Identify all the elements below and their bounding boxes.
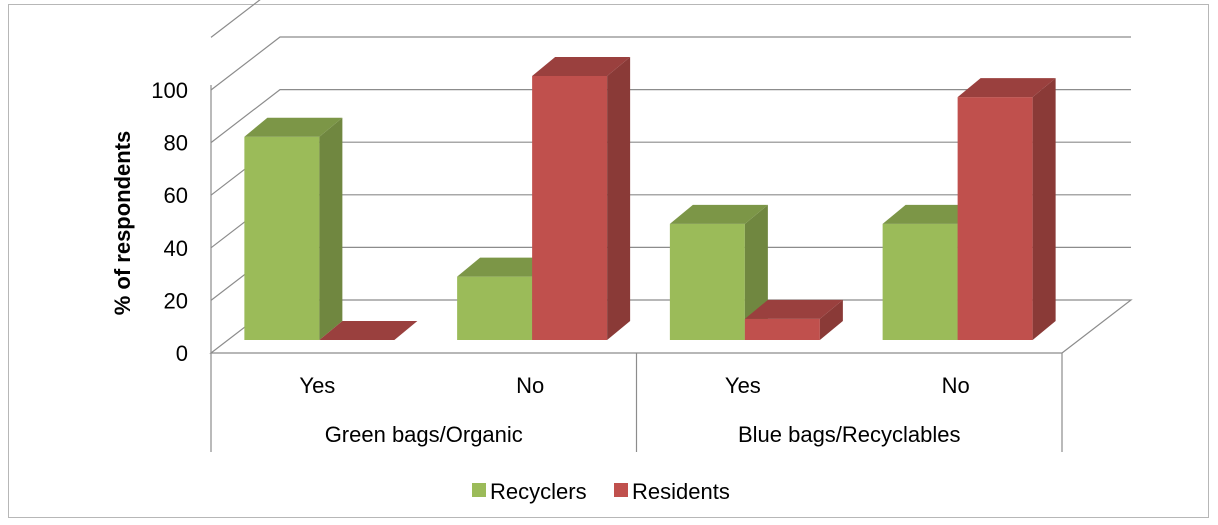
legend-label: Residents [632,479,730,504]
gridline [210,36,1131,91]
bar-front-face [457,276,533,340]
y-tick-label: 40 [164,236,188,261]
bar-residents-0 [319,321,418,340]
bar-side-face [819,299,843,340]
bar-top-face [669,204,768,224]
legend-item-recyclers: Recyclers [472,479,587,504]
y-tick-label: 60 [164,183,188,208]
bars [244,57,1056,341]
bar-recyclers-2 [669,204,768,340]
bar-top-face [457,257,556,277]
legend-item-residents: Residents [614,479,730,504]
bar-residents-3 [957,78,1056,341]
y-axis-label: % of respondents [110,131,135,316]
bar-residents-2 [744,299,843,340]
bar-front-face [957,97,1033,341]
bar-side-face [607,57,631,340]
bar-side-face [1032,78,1056,341]
y-tick-label: 80 [164,131,188,156]
bar-front-face [882,223,958,340]
x-tick-label: No [942,373,970,398]
bar-front-face [744,318,820,340]
y-tick-label: 20 [164,288,188,313]
bar-top-face [957,78,1056,98]
legend-swatch [614,483,628,497]
bar-recyclers-0 [244,117,343,340]
bar-top-face [532,57,631,76]
x-tick-label: Yes [725,373,761,398]
bar-front-face [244,136,320,340]
x-axis: Green bags/Organic Yes No Blue bags/Recycla… [210,353,1063,452]
y-tick-label: 0 [176,341,188,366]
legend: Recyclers Residents [472,479,730,504]
bar-front-face [532,76,608,340]
y-axis-ticks: 0 20 40 60 80 100 [151,78,188,366]
bar-top-face [744,299,843,319]
gridline [210,0,261,38]
bar-top-face [882,204,981,224]
legend-swatch [472,483,486,497]
x-group-label: Green bags/Organic [325,422,523,447]
bar-top-face [244,117,343,137]
x-group-label: Blue bags/Recyclables [738,422,961,447]
x-tick-label: Yes [299,373,335,398]
bar-side-face [319,117,343,340]
gridline [210,88,1131,144]
x-tick-label: No [516,373,544,398]
legend-label: Recyclers [490,479,587,504]
y-tick-label: 100 [151,78,188,103]
bar-residents-1 [532,57,631,340]
bar-top-face [319,321,418,340]
bar-front-face [669,223,745,340]
